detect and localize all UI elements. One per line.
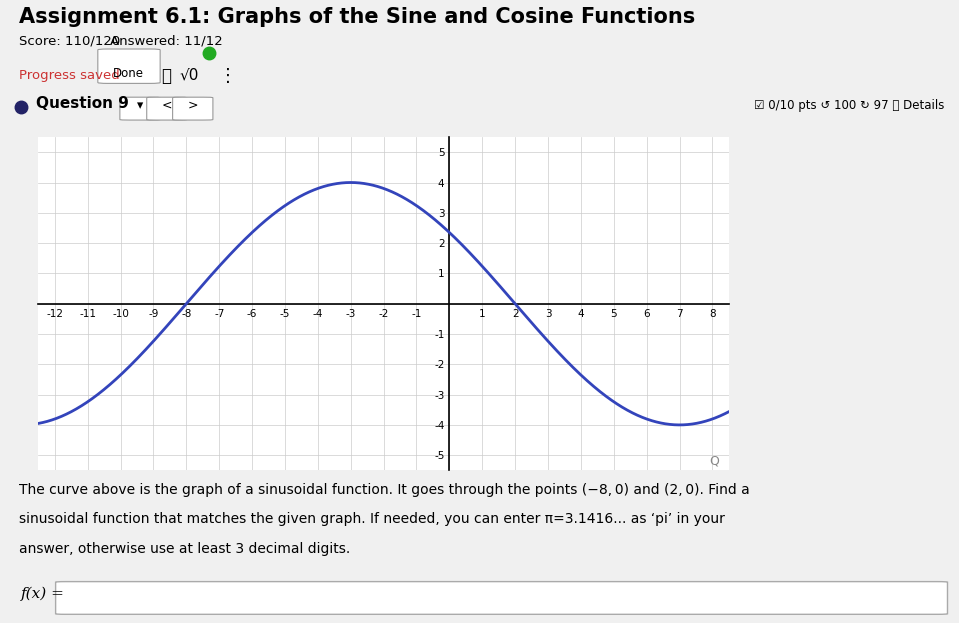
Text: ⋮: ⋮ <box>219 67 237 85</box>
Text: √0: √0 <box>179 67 199 82</box>
Text: Answered: 11/12: Answered: 11/12 <box>110 34 223 47</box>
Text: Done: Done <box>113 67 144 80</box>
FancyBboxPatch shape <box>56 582 947 614</box>
FancyBboxPatch shape <box>98 49 160 83</box>
Text: Progress saved: Progress saved <box>19 69 120 82</box>
Text: ⎙: ⎙ <box>161 67 171 85</box>
Text: Score: 110/120: Score: 110/120 <box>19 34 121 47</box>
Text: answer, otherwise use at least 3 decimal digits.: answer, otherwise use at least 3 decimal… <box>19 541 350 556</box>
Text: The curve above is the graph of a sinusoidal function. It goes through the point: The curve above is the graph of a sinuso… <box>19 483 750 497</box>
FancyBboxPatch shape <box>120 97 160 120</box>
Text: ☑ 0/10 pts ↺ 100 ↻ 97 ⓘ Details: ☑ 0/10 pts ↺ 100 ↻ 97 ⓘ Details <box>754 98 945 112</box>
FancyBboxPatch shape <box>147 97 187 120</box>
Text: ▾: ▾ <box>137 98 143 112</box>
Text: Q: Q <box>710 454 722 467</box>
Text: Question 9: Question 9 <box>36 96 129 111</box>
Text: Assignment 6.1: Graphs of the Sine and Cosine Functions: Assignment 6.1: Graphs of the Sine and C… <box>19 7 695 27</box>
Text: >: > <box>188 98 198 112</box>
Text: sinusoidal function that matches the given graph. If needed, you can enter π=3.1: sinusoidal function that matches the giv… <box>19 512 725 526</box>
FancyBboxPatch shape <box>173 97 213 120</box>
Text: f(x) =: f(x) = <box>21 586 65 601</box>
Text: <: < <box>162 98 172 112</box>
